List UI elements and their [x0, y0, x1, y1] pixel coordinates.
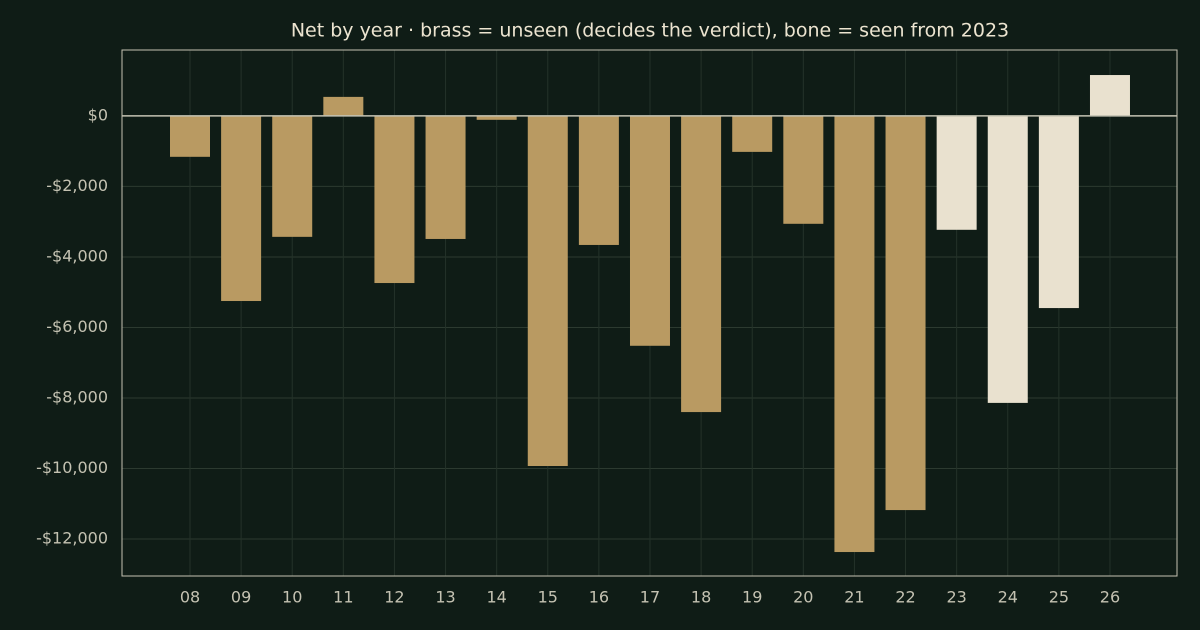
plot-frame: [121, 49, 1178, 577]
x-tick-label: 16: [589, 588, 609, 607]
bar: [578, 115, 619, 245]
x-tick-label: 24: [998, 588, 1018, 607]
x-tick-label: 14: [486, 588, 506, 607]
y-tick-label: -$8,000: [46, 387, 108, 406]
bar: [783, 115, 824, 224]
bar: [425, 115, 466, 239]
bar: [1038, 115, 1079, 309]
x-tick-label: 08: [180, 588, 200, 607]
x-tick-label: 23: [946, 588, 966, 607]
bar: [681, 115, 722, 413]
y-tick-label: -$2,000: [46, 176, 108, 195]
y-tick-label: $0: [88, 105, 108, 124]
x-tick-label: 09: [231, 588, 251, 607]
bar: [834, 115, 875, 553]
y-tick-label: -$10,000: [36, 458, 108, 477]
bar: [527, 115, 568, 467]
bar: [476, 115, 517, 120]
y-tick-label: -$12,000: [36, 528, 108, 547]
bar: [323, 96, 364, 116]
x-tick-label: 12: [384, 588, 404, 607]
bar: [936, 115, 977, 230]
bar: [987, 115, 1028, 403]
x-tick-label: 10: [282, 588, 302, 607]
x-tick-label: 22: [895, 588, 915, 607]
x-tick-label: 26: [1100, 588, 1120, 607]
bar: [885, 115, 926, 511]
x-tick-label: 11: [333, 588, 353, 607]
x-tick-label: 20: [793, 588, 813, 607]
bar: [629, 115, 670, 346]
x-tick-label: 17: [640, 588, 660, 607]
x-tick-label: 18: [691, 588, 711, 607]
bar: [1089, 75, 1130, 116]
x-tick-label: 13: [435, 588, 455, 607]
y-tick-label: -$4,000: [46, 246, 108, 265]
bar: [170, 115, 210, 157]
x-tick-label: 15: [538, 588, 558, 607]
x-tick-label: 25: [1049, 588, 1069, 607]
bar: [732, 115, 773, 152]
bar: [374, 115, 415, 284]
y-tick-label: -$6,000: [46, 317, 108, 336]
x-tick-label: 19: [742, 588, 762, 607]
bar: [221, 115, 262, 302]
bar: [272, 115, 313, 237]
x-tick-label: 21: [844, 588, 864, 607]
chart-title: Net by year · brass = unseen (decides th…: [291, 20, 1009, 42]
